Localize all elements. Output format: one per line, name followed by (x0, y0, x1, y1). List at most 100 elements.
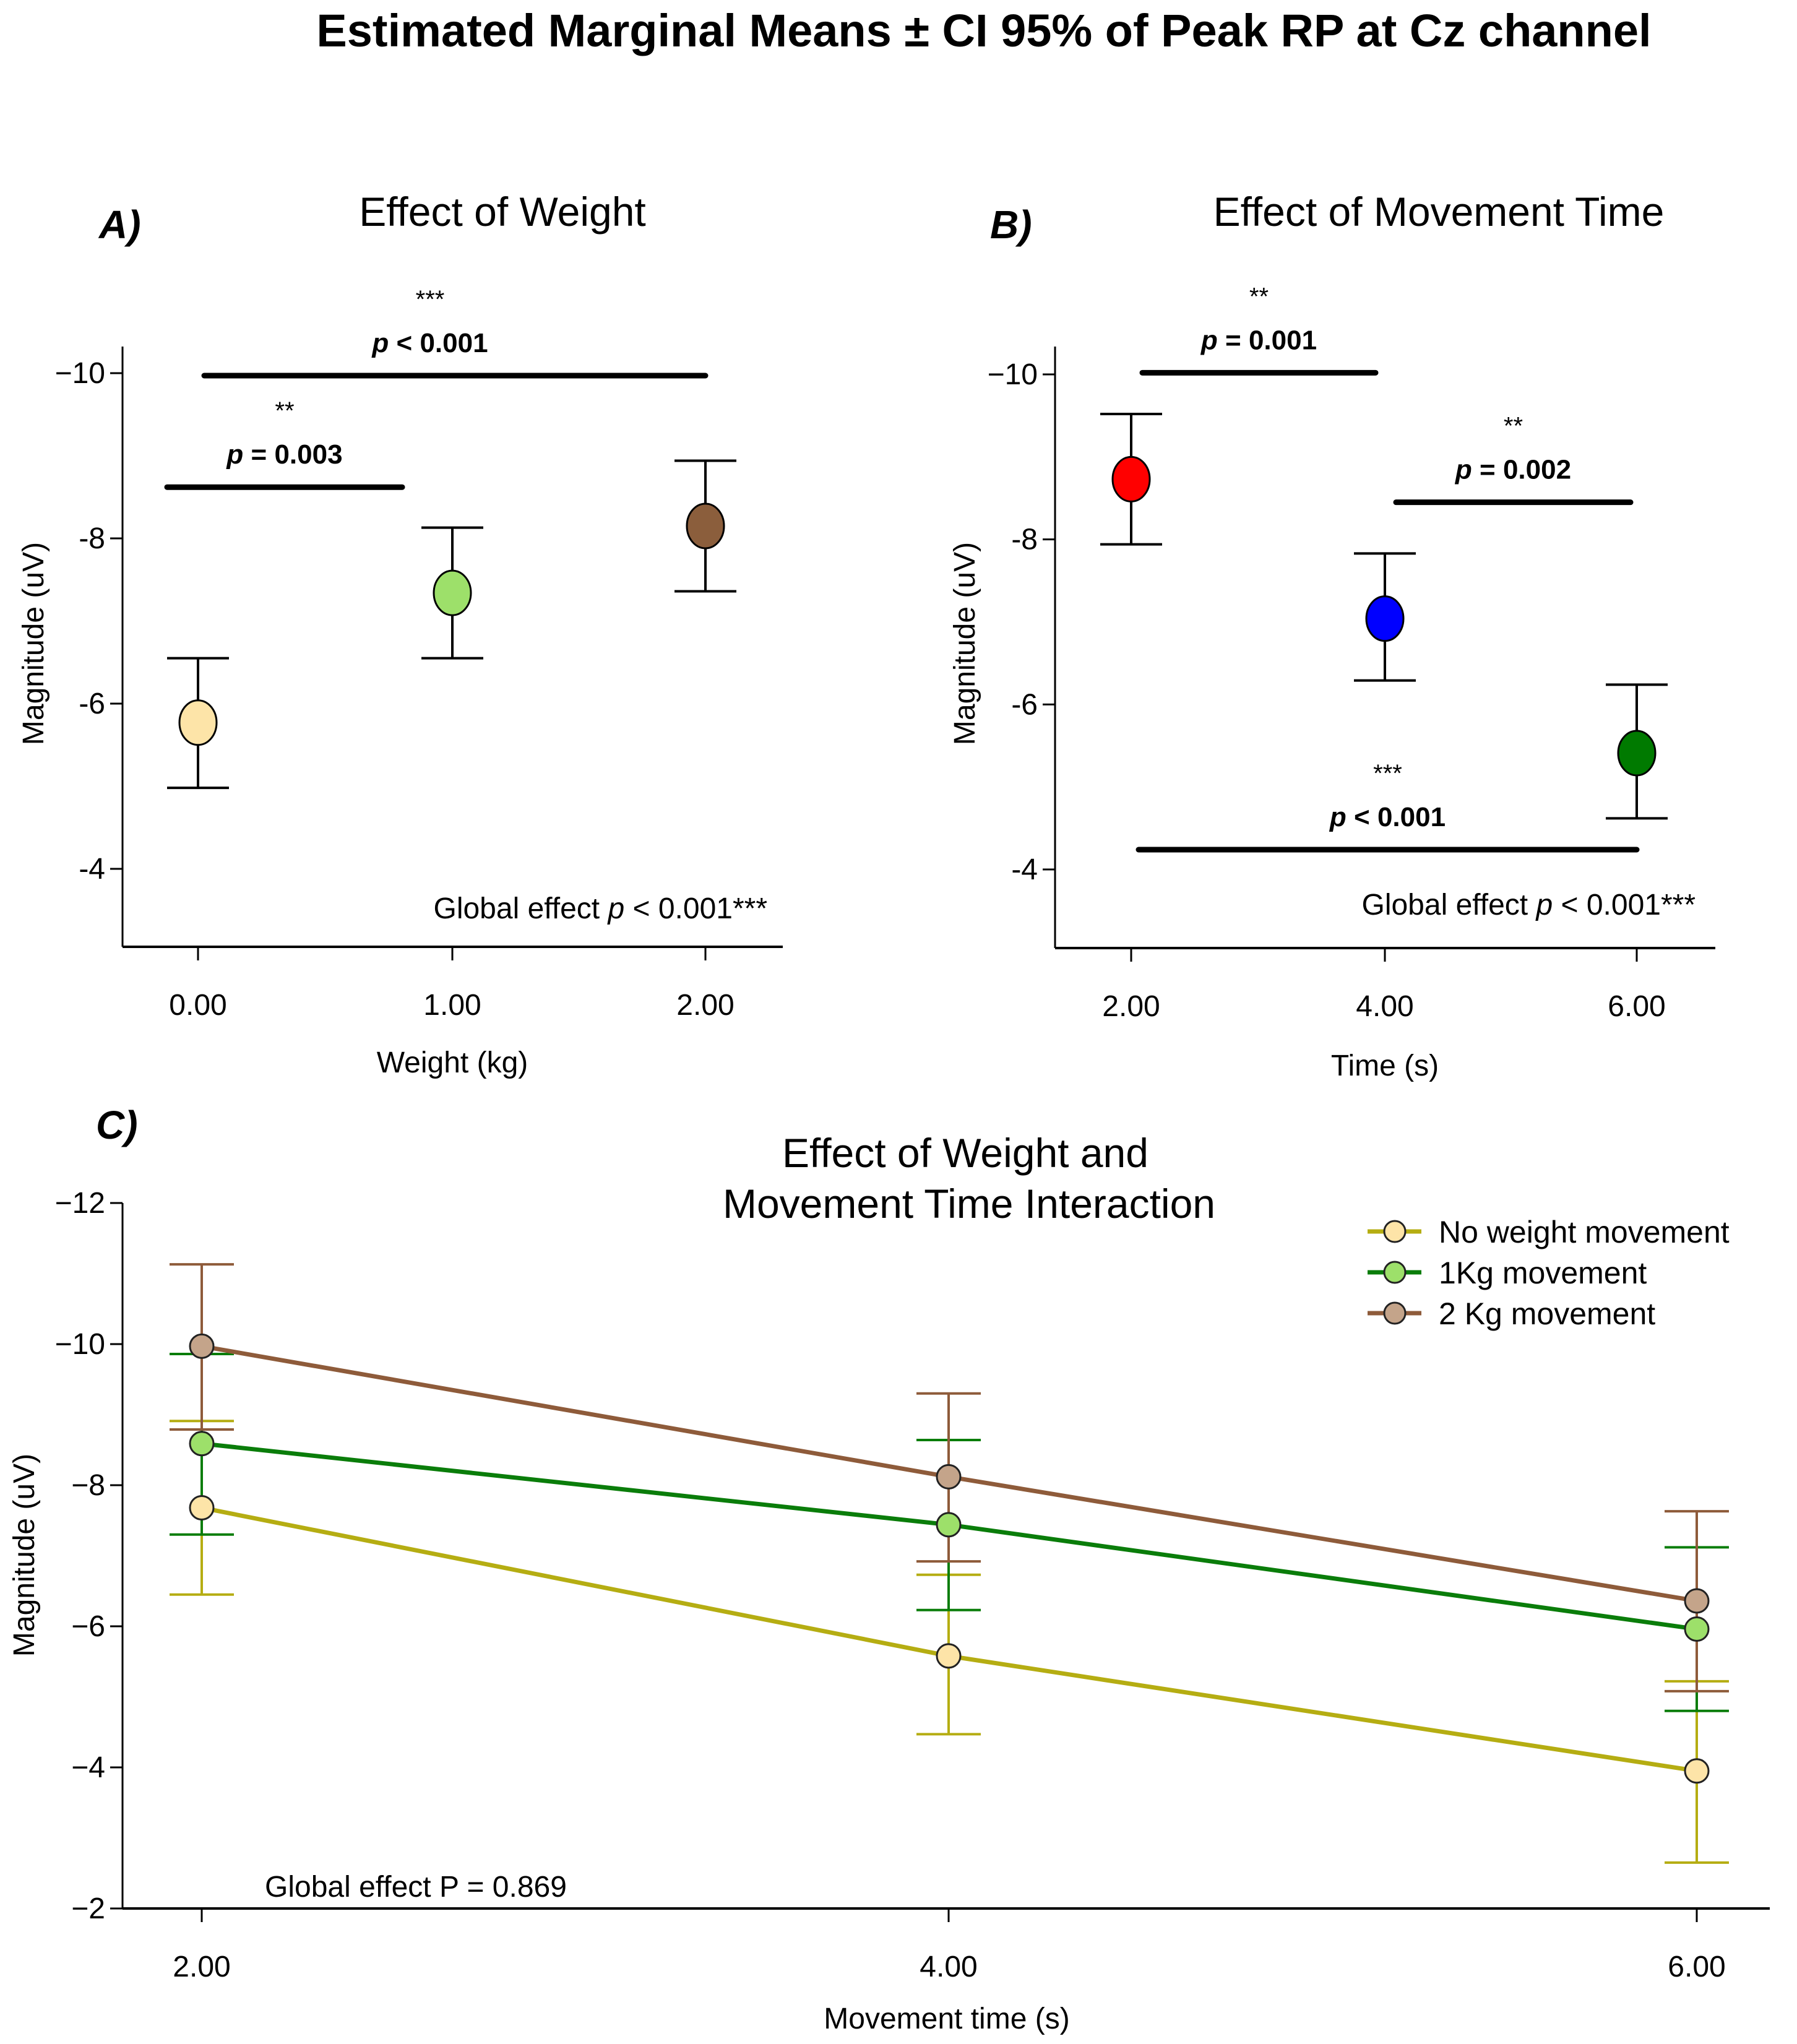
p-symbol: p (371, 328, 389, 358)
panel-a-title: Effect of Weight (359, 189, 645, 235)
p-value-text: = 0.003 (243, 439, 342, 470)
panel-a-x-tick-label: 0.00 (169, 989, 226, 1022)
panel-c-x-ticks: 2.00 4.00 6.00 (173, 1908, 1726, 1983)
panel-b-global-effect: Global effect p < 0.001*** (1361, 889, 1696, 921)
panel-c-y-tick-label: −4 (71, 1751, 105, 1784)
legend-label: No weight movement (1439, 1215, 1730, 1249)
panel-c-global-effect: Global effect P = 0.869 (265, 1871, 567, 1904)
legend-marker (1383, 1301, 1407, 1325)
panel-a-x-axis-label: Weight (kg) (377, 1046, 528, 1079)
data-point (1684, 1758, 1710, 1784)
panel-a-marks (167, 459, 736, 790)
significance-p-value: p < 0.001 (371, 328, 488, 358)
data-point (433, 569, 472, 616)
panel-c-y-ticks: −12 −10 −8 −6 −4 −2 (55, 1187, 123, 1925)
panel-c-title-line-2: Movement Time Interaction (723, 1181, 1215, 1227)
panel-a-y-tick-label: −10 (55, 357, 105, 390)
panel-b-significance: ** p = 0.001 ** p = 0.002 *** p < 0.001 (1136, 283, 1640, 853)
panel-b-y-tick-label: -4 (1011, 853, 1038, 886)
data-point (936, 1643, 962, 1669)
data-point (936, 1512, 962, 1538)
panel-a-letter: A) (98, 202, 141, 247)
significance-stars: ** (1249, 283, 1269, 310)
panel-b-x-tick-label: 6.00 (1608, 990, 1665, 1023)
legend-label: 1Kg movement (1439, 1256, 1647, 1290)
panel-c-x-tick-label: 2.00 (173, 1951, 230, 1983)
data-point (1684, 1616, 1710, 1642)
significance-p-value: p = 0.001 (1200, 325, 1317, 355)
data-point (1617, 730, 1657, 777)
panel-c-title-line-1: Effect of Weight and (782, 1130, 1148, 1176)
panel-c-x-tick-label: 4.00 (920, 1951, 977, 1983)
legend-marker (1383, 1220, 1407, 1243)
panel-a-y-tick-label: -6 (79, 688, 105, 720)
panel-b-x-tick-label: 4.00 (1356, 990, 1413, 1023)
p-symbol: p (226, 439, 243, 470)
panel-a-y-axis-label: Magnitude (uV) (17, 542, 50, 745)
panel-b-x-ticks: 2.00 4.00 6.00 (1102, 948, 1666, 1023)
panel-c-legend: No weight movement 1Kg movement 2 Kg movem… (1368, 1215, 1730, 1331)
panel-c-y-tick-label: −2 (71, 1892, 105, 1925)
panel-c-y-axis-label: Magnitude (uV) (8, 1454, 41, 1657)
data-point (1111, 455, 1151, 502)
legend-marker (1383, 1261, 1407, 1284)
significance-stars: ** (1504, 413, 1523, 440)
panel-a-y-tick-label: -8 (79, 522, 105, 555)
significance-p-value: p = 0.003 (226, 439, 342, 470)
significance-stars: ** (275, 397, 294, 425)
panel-b-y-tick-label: -6 (1011, 688, 1038, 721)
panel-a-x-ticks: 0.00 1.00 2.00 (169, 947, 735, 1022)
panel-b-y-ticks: −10 -8 -6 -4 (988, 358, 1055, 886)
p-symbol: p (1200, 325, 1218, 355)
data-point (1684, 1588, 1710, 1614)
legend-item: 1Kg movement (1368, 1256, 1647, 1290)
panel-a-x-tick-label: 1.00 (423, 989, 481, 1022)
significance-p-value: p = 0.002 (1455, 455, 1571, 485)
panel-c-y-tick-label: −8 (71, 1469, 105, 1502)
panel-a-x-tick-label: 2.00 (676, 989, 734, 1022)
p-value-text: = 0.001 (1218, 325, 1317, 355)
panel-b-title: Effect of Movement Time (1213, 189, 1665, 235)
p-value-text: < 0.001 (389, 328, 488, 358)
panel-c-y-tick-label: −12 (55, 1187, 105, 1220)
data-point (189, 1431, 215, 1457)
panel-c-y-tick-label: −10 (55, 1328, 105, 1361)
data-point (189, 1333, 215, 1359)
panel-a-significance: *** p < 0.001 ** p = 0.003 (164, 286, 709, 490)
panel-b-x-tick-label: 2.00 (1102, 990, 1160, 1023)
panel-b-marks (1100, 413, 1668, 820)
data-point (178, 699, 218, 746)
legend-item: No weight movement (1368, 1215, 1730, 1249)
panel-a-y-ticks: −10 -8 -6 -4 (55, 357, 123, 886)
data-point (936, 1464, 962, 1490)
panel-c-marks (170, 1263, 1729, 1864)
panel-b-x-axis-label: Time (s) (1331, 1050, 1439, 1082)
panel-b-y-tick-label: −10 (988, 358, 1038, 391)
panel-c: C) Effect of Weight and Movement Time In… (8, 1103, 1770, 2035)
panel-b-y-tick-label: -8 (1011, 524, 1038, 556)
panel-b-y-axis-label: Magnitude (uV) (949, 542, 981, 745)
significance-stars: *** (1373, 760, 1402, 787)
data-point (189, 1494, 215, 1520)
panel-a-global-effect: Global effect p < 0.001*** (433, 892, 767, 925)
panel-c-x-axis-label: Movement time (s) (824, 2003, 1069, 2035)
significance-stars: *** (416, 286, 445, 313)
p-symbol: p (1329, 802, 1347, 832)
p-value-text: < 0.001 (1347, 802, 1446, 832)
p-value-text: = 0.002 (1472, 455, 1571, 485)
panel-b-letter: B) (990, 202, 1032, 247)
panel-c-letter: C) (96, 1103, 138, 1147)
panel-b: B) Effect of Movement Time Magnitude (uV… (949, 189, 1715, 1082)
significance-p-value: p < 0.001 (1329, 802, 1446, 832)
data-point (1365, 595, 1405, 642)
panel-c-x-tick-label: 6.00 (1668, 1951, 1725, 1983)
figure-title: Estimated Marginal Means ± CI 95% of Pea… (316, 5, 1651, 56)
panel-a-y-tick-label: -4 (79, 853, 105, 886)
data-point (686, 502, 725, 550)
p-symbol: p (1455, 455, 1472, 485)
panel-a: A) Effect of Weight Magnitude (uV) Weigh… (17, 189, 783, 1079)
legend-item: 2 Kg movement (1368, 1296, 1655, 1331)
panel-c-y-tick-label: −6 (71, 1610, 105, 1643)
legend-label: 2 Kg movement (1439, 1296, 1655, 1331)
